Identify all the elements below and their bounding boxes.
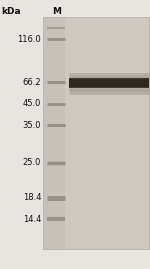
Text: 25.0: 25.0 [23,158,41,167]
Text: 18.4: 18.4 [23,193,41,202]
Text: M: M [52,7,61,16]
Text: 35.0: 35.0 [23,121,41,130]
Text: 116.0: 116.0 [18,34,41,44]
Text: 14.4: 14.4 [23,215,41,224]
Bar [43,17,65,249]
Bar [43,17,149,249]
Text: 45.0: 45.0 [23,99,41,108]
Text: 66.2: 66.2 [23,77,41,87]
Text: kDa: kDa [2,7,21,16]
